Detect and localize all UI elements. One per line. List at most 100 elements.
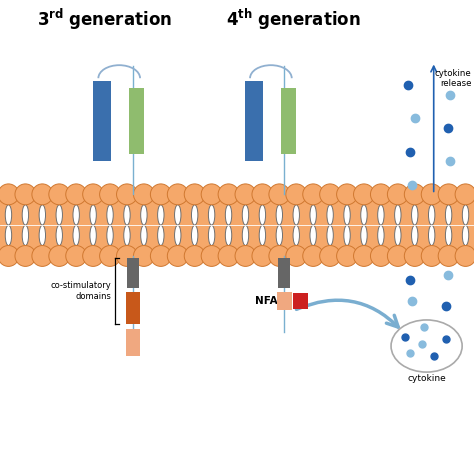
Bar (0, 194, 474, 256)
Circle shape (455, 246, 474, 266)
Ellipse shape (391, 320, 462, 372)
Circle shape (438, 184, 459, 205)
Circle shape (269, 184, 290, 205)
Ellipse shape (446, 205, 452, 225)
Circle shape (150, 246, 171, 266)
Ellipse shape (327, 205, 333, 225)
Circle shape (32, 184, 53, 205)
Ellipse shape (90, 225, 96, 246)
Circle shape (252, 184, 273, 205)
Circle shape (134, 184, 155, 205)
Bar (279, 258, 290, 288)
Circle shape (0, 184, 19, 205)
Ellipse shape (158, 205, 164, 225)
Ellipse shape (462, 225, 469, 246)
Ellipse shape (107, 205, 113, 225)
Ellipse shape (395, 205, 401, 225)
Ellipse shape (293, 205, 300, 225)
Circle shape (218, 246, 239, 266)
Circle shape (117, 246, 137, 266)
Circle shape (337, 184, 357, 205)
Ellipse shape (22, 205, 28, 225)
Text: $\mathbf{3^{rd}\ generation}$: $\mathbf{3^{rd}\ generation}$ (37, 7, 172, 32)
Ellipse shape (141, 205, 147, 225)
Text: $\mathbf{4^{th}\ generation}$: $\mathbf{4^{th}\ generation}$ (227, 7, 361, 32)
Text: cytokine: cytokine (407, 374, 446, 383)
Circle shape (455, 184, 474, 205)
Bar (281, 88, 296, 154)
Ellipse shape (225, 225, 232, 246)
Ellipse shape (90, 205, 96, 225)
Circle shape (66, 184, 87, 205)
Circle shape (150, 184, 171, 205)
Bar (126, 292, 140, 324)
Ellipse shape (191, 205, 198, 225)
Circle shape (15, 184, 36, 205)
Text: cytokine
release: cytokine release (435, 69, 472, 88)
Ellipse shape (191, 225, 198, 246)
Ellipse shape (411, 225, 418, 246)
Ellipse shape (428, 205, 435, 225)
Circle shape (387, 246, 408, 266)
Circle shape (184, 246, 205, 266)
Circle shape (49, 246, 70, 266)
Ellipse shape (446, 225, 452, 246)
Circle shape (218, 184, 239, 205)
Text: NFAT: NFAT (255, 296, 284, 306)
Ellipse shape (174, 205, 181, 225)
Ellipse shape (209, 225, 215, 246)
Circle shape (117, 184, 137, 205)
Circle shape (235, 246, 256, 266)
Ellipse shape (344, 205, 350, 225)
Ellipse shape (378, 205, 384, 225)
Bar (93, 81, 111, 161)
Circle shape (421, 246, 442, 266)
Circle shape (354, 184, 374, 205)
Ellipse shape (158, 225, 164, 246)
Bar (293, 293, 308, 309)
Circle shape (100, 184, 120, 205)
Circle shape (319, 184, 340, 205)
Circle shape (32, 246, 53, 266)
Ellipse shape (174, 225, 181, 246)
Circle shape (235, 184, 256, 205)
Ellipse shape (310, 225, 316, 246)
Circle shape (371, 184, 392, 205)
Circle shape (404, 184, 425, 205)
Text: co-stimulatory
domains: co-stimulatory domains (50, 282, 111, 301)
Circle shape (354, 246, 374, 266)
Circle shape (201, 246, 222, 266)
Ellipse shape (209, 205, 215, 225)
Ellipse shape (5, 205, 12, 225)
Ellipse shape (141, 225, 147, 246)
Bar (126, 329, 140, 356)
Circle shape (438, 246, 459, 266)
Circle shape (66, 246, 87, 266)
Ellipse shape (242, 205, 249, 225)
Ellipse shape (39, 205, 46, 225)
Ellipse shape (56, 205, 63, 225)
Ellipse shape (276, 205, 283, 225)
Ellipse shape (259, 205, 265, 225)
Ellipse shape (259, 225, 265, 246)
Circle shape (82, 184, 103, 205)
Circle shape (82, 246, 103, 266)
Circle shape (404, 246, 425, 266)
Circle shape (371, 246, 392, 266)
Ellipse shape (293, 225, 300, 246)
Ellipse shape (378, 225, 384, 246)
Bar (129, 88, 144, 154)
Circle shape (201, 184, 222, 205)
Circle shape (15, 246, 36, 266)
Circle shape (319, 246, 340, 266)
Circle shape (337, 246, 357, 266)
Ellipse shape (310, 205, 316, 225)
Ellipse shape (39, 225, 46, 246)
Circle shape (167, 184, 188, 205)
Circle shape (252, 246, 273, 266)
Ellipse shape (395, 225, 401, 246)
Circle shape (49, 184, 70, 205)
Ellipse shape (462, 205, 469, 225)
Circle shape (167, 246, 188, 266)
Ellipse shape (5, 225, 12, 246)
